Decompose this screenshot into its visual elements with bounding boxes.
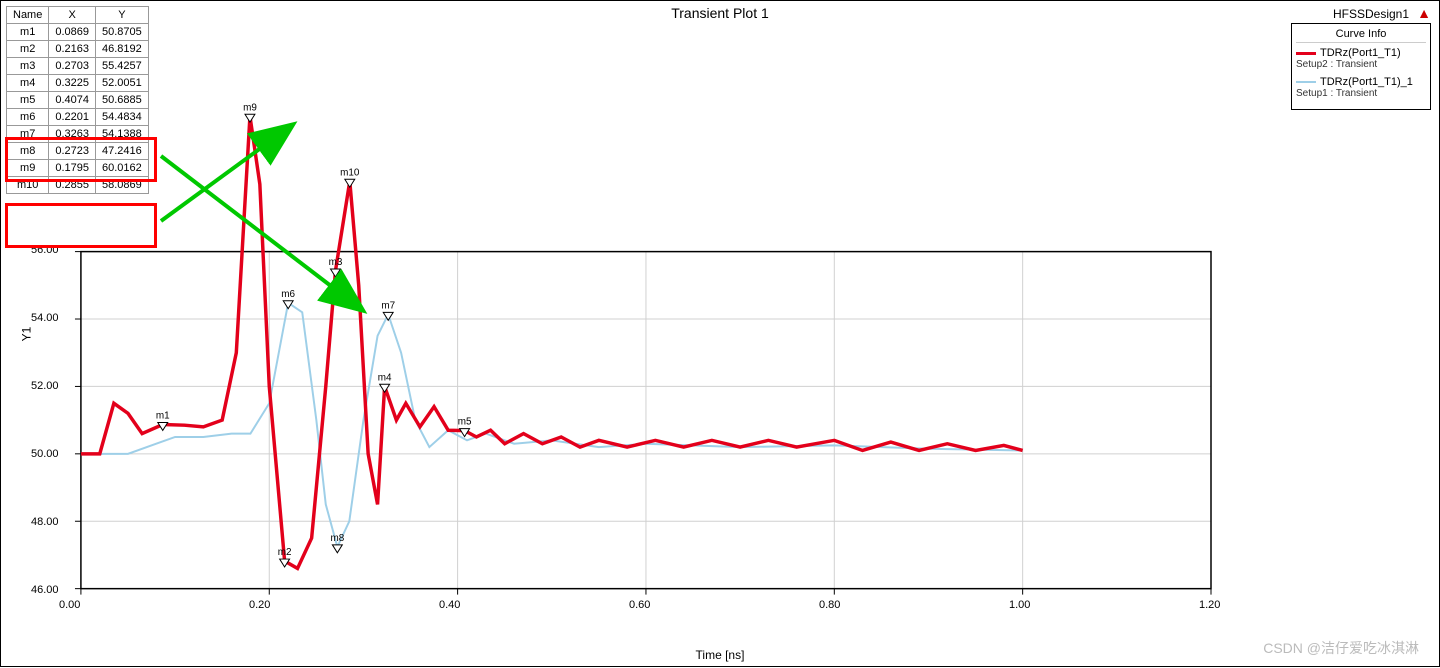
- x-axis-label: Time [ns]: [696, 648, 745, 662]
- table-row[interactable]: m20.216346.8192: [7, 41, 149, 58]
- x-tick-label: 0.40: [439, 599, 460, 611]
- table-row[interactable]: m60.220154.4834: [7, 109, 149, 126]
- table-row[interactable]: m30.270355.4257: [7, 58, 149, 75]
- legend-box[interactable]: Curve Info TDRz(Port1_T1)Setup2 : Transi…: [1291, 23, 1431, 110]
- y-tick-label: 50.00: [31, 448, 59, 460]
- svg-text:m5: m5: [458, 417, 472, 428]
- x-tick-label: 0.60: [629, 599, 650, 611]
- table-header: X: [49, 7, 96, 24]
- marker-m4[interactable]: m4: [378, 372, 392, 392]
- x-tick-label: 1.00: [1009, 599, 1030, 611]
- marker-table[interactable]: NameXY m10.086950.8705m20.216346.8192m30…: [6, 6, 149, 194]
- table-row[interactable]: m40.322552.0051: [7, 75, 149, 92]
- legend-item[interactable]: TDRz(Port1_T1)_1Setup1 : Transient: [1296, 76, 1426, 99]
- table-row[interactable]: m70.326354.1388: [7, 126, 149, 143]
- plot-title: Transient Plot 1: [671, 5, 769, 21]
- marker-m9[interactable]: m9: [243, 102, 257, 122]
- svg-text:m9: m9: [243, 102, 257, 113]
- table-row[interactable]: m50.407450.6885: [7, 92, 149, 109]
- y-tick-label: 46.00: [31, 584, 59, 596]
- x-tick-label: 0.80: [819, 599, 840, 611]
- ansys-logo-icon: ▲: [1417, 5, 1431, 21]
- table-row[interactable]: m80.272347.2416: [7, 143, 149, 160]
- plot-area[interactable]: m1 m2 m3 m4 m5 m6 m7 m8 m9 m10: [71, 21, 1211, 621]
- curve-red: [81, 116, 1023, 568]
- marker-m3[interactable]: m3: [329, 257, 343, 277]
- watermark: CSDN @洁仔爱吃冰淇淋: [1263, 638, 1419, 658]
- table-row[interactable]: m10.086950.8705: [7, 24, 149, 41]
- y-axis-label: Y1: [19, 326, 33, 341]
- marker-m8[interactable]: m8: [330, 533, 344, 553]
- table-row[interactable]: m90.179560.0162: [7, 160, 149, 177]
- svg-text:m8: m8: [330, 533, 344, 544]
- svg-text:m2: m2: [278, 547, 292, 558]
- svg-text:m10: m10: [340, 167, 360, 178]
- x-tick-label: 0.20: [249, 599, 270, 611]
- svg-text:m7: m7: [381, 300, 395, 311]
- svg-text:m1: m1: [156, 411, 170, 422]
- svg-text:m3: m3: [329, 257, 343, 268]
- y-tick-label: 56.00: [31, 244, 59, 256]
- svg-text:m6: m6: [281, 289, 295, 300]
- legend-title: Curve Info: [1296, 28, 1426, 43]
- y-tick-label: 54.00: [31, 312, 59, 324]
- table-header: Y: [96, 7, 149, 24]
- y-tick-label: 52.00: [31, 380, 59, 392]
- design-label: HFSSDesign1: [1333, 7, 1409, 21]
- y-tick-label: 48.00: [31, 516, 59, 528]
- legend-item[interactable]: TDRz(Port1_T1)Setup2 : Transient: [1296, 47, 1426, 70]
- svg-text:m4: m4: [378, 372, 392, 383]
- marker-m7[interactable]: m7: [381, 300, 395, 320]
- table-row[interactable]: m100.285558.0869: [7, 177, 149, 194]
- marker-m10[interactable]: m10: [340, 167, 360, 187]
- table-header: Name: [7, 7, 49, 24]
- curve-blue: [81, 303, 1023, 547]
- x-tick-label: 0.00: [59, 599, 80, 611]
- plot-window: Transient Plot 1 HFSSDesign1 ▲ NameXY m1…: [0, 0, 1440, 667]
- x-tick-label: 1.20: [1199, 599, 1220, 611]
